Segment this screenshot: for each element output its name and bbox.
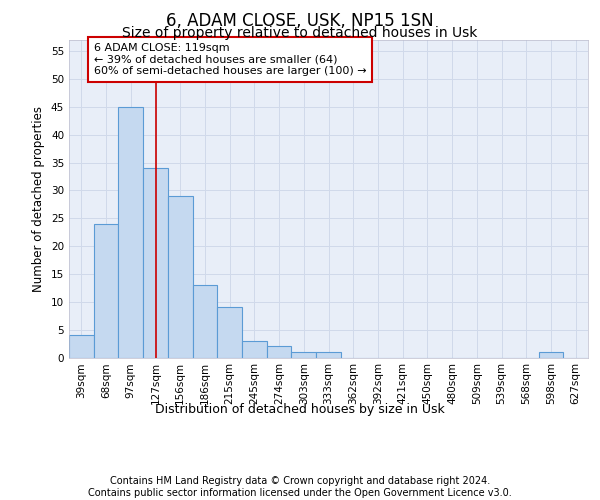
- Bar: [168, 196, 193, 358]
- Text: Contains HM Land Registry data © Crown copyright and database right 2024.
Contai: Contains HM Land Registry data © Crown c…: [88, 476, 512, 498]
- Text: Distribution of detached houses by size in Usk: Distribution of detached houses by size …: [155, 402, 445, 415]
- Bar: [193, 285, 217, 358]
- Bar: [539, 352, 563, 358]
- Y-axis label: Number of detached properties: Number of detached properties: [32, 106, 46, 292]
- Bar: [118, 107, 143, 358]
- Bar: [217, 308, 242, 358]
- Bar: [316, 352, 341, 358]
- Bar: [143, 168, 168, 358]
- Text: 6, ADAM CLOSE, USK, NP15 1SN: 6, ADAM CLOSE, USK, NP15 1SN: [166, 12, 434, 30]
- Bar: [69, 335, 94, 357]
- Bar: [292, 352, 316, 358]
- Bar: [267, 346, 292, 358]
- Bar: [242, 341, 267, 357]
- Text: 6 ADAM CLOSE: 119sqm
← 39% of detached houses are smaller (64)
60% of semi-detac: 6 ADAM CLOSE: 119sqm ← 39% of detached h…: [94, 43, 367, 76]
- Bar: [94, 224, 118, 358]
- Text: Size of property relative to detached houses in Usk: Size of property relative to detached ho…: [122, 26, 478, 40]
